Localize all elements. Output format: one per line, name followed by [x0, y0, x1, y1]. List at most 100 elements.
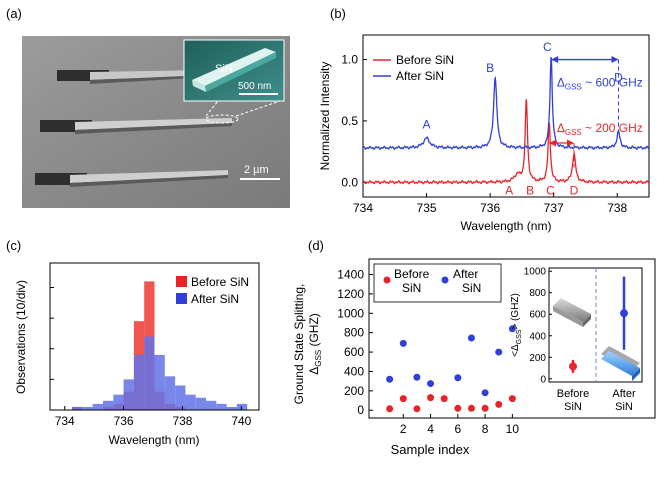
point-after-sin — [454, 374, 462, 382]
nanobeam-after-icon — [601, 346, 640, 381]
panel-label-d: (d) — [308, 238, 324, 253]
inset-category-after: After SiN — [612, 388, 636, 413]
point-before-sin — [508, 395, 516, 403]
legend-label-before-sin: Before SiN — [396, 53, 454, 67]
chart-c: 734 736 738 740 Observations (10/div) Wavel… — [14, 262, 260, 447]
chart-b-frame — [362, 34, 650, 198]
point-after-sin — [508, 325, 516, 333]
chart-c-xlabel: Wavelength (nm) — [109, 433, 200, 447]
delta-before-arrowhead — [567, 139, 575, 147]
peak-label: A — [423, 117, 431, 131]
point-after-sin — [413, 373, 421, 381]
legend-marker-before-sin — [383, 276, 391, 284]
chart-b-legend: Before SiN After SiN — [373, 53, 454, 83]
peak-label: B — [486, 61, 494, 75]
chart-c-xtick-label: 738 — [172, 414, 192, 428]
chart-b: 734 735 736 737 738 0.0 0.5 1.0 Normalized Inte… — [318, 34, 650, 233]
point-before-sin — [413, 405, 421, 413]
nanobeam-3 — [35, 170, 228, 187]
chart-d-ytick-label: 0 — [357, 403, 364, 417]
point-before-sin — [495, 400, 503, 408]
chart-d: 2 4 6 8 10 0 200 400 600 800 1000 1200 1400 Ground S… — [292, 258, 656, 457]
peak-label: A — [505, 184, 513, 198]
main-scale-label: 2 µm — [244, 164, 269, 176]
chart-d-ytick-label: 400 — [344, 364, 364, 378]
chart-d-ytick-label: 600 — [344, 345, 364, 359]
legend-label-after-sin: After SiN — [396, 69, 444, 83]
nanobeam-1 — [57, 70, 210, 84]
point-after-sin — [495, 348, 503, 356]
chart-c-xtick-label: 736 — [114, 414, 134, 428]
chart-b-ylabel: Normalized Intensity — [318, 62, 332, 171]
inset-material-label: SiN — [215, 63, 233, 75]
peak-label: C — [543, 40, 552, 54]
series-line-before-sin — [362, 99, 650, 185]
point-before-sin — [399, 395, 407, 403]
chart-d-inset: 0 200 400 600 800 1000 <ΔGSS> (GHZ) Before SiN… — [510, 267, 643, 413]
bar-after-sin — [226, 406, 237, 410]
delta-after-label: ΔGSS ~ 600 GHz — [557, 76, 643, 92]
chart-d-xtick-label: 6 — [454, 422, 461, 436]
chart-d-ytick-label: 200 — [344, 384, 364, 398]
bar-after-sin — [195, 397, 207, 410]
chart-c-xtick-label: 734 — [55, 414, 75, 428]
point-after-sin — [427, 380, 435, 388]
inset-mean-after-sin — [620, 309, 628, 318]
peak-label: D — [614, 71, 623, 85]
inset-ylabel: <ΔGSS> (GHZ) — [510, 293, 523, 357]
inset-ytick-label: 0 — [540, 374, 546, 385]
chart-d-xlabel: Sample index — [391, 442, 470, 457]
chart-b-ytick-label: 1.0 — [341, 53, 358, 67]
chart-b-ytick-label: 0.0 — [341, 175, 358, 189]
chart-b-xtick-label: 738 — [607, 201, 627, 215]
chart-d-xtick-label: 10 — [506, 422, 520, 436]
bar-after-sin — [154, 354, 165, 410]
chart-d-xtick-label: 8 — [482, 422, 489, 436]
panel-label-b: (b) — [330, 6, 346, 21]
legend-label-before-sin: Before SiN — [191, 275, 249, 289]
bar-after-sin — [175, 385, 186, 410]
bar-after-sin — [206, 400, 217, 410]
inset-ytick-label: 800 — [529, 288, 546, 299]
point-before-sin — [427, 394, 435, 402]
chart-c-legend: Before SiN After SiN — [176, 275, 249, 306]
point-before-sin — [386, 405, 394, 413]
chart-b-xtick-label: 737 — [544, 201, 564, 215]
inset-ytick-label: 400 — [529, 331, 546, 342]
bar-after-sin — [133, 354, 145, 410]
sem-inset: SiN 500 nm — [183, 39, 285, 102]
bar-after-sin — [185, 394, 196, 410]
zoom-line — [235, 100, 281, 117]
inset-ytick-label: 200 — [529, 353, 546, 364]
point-after-sin — [467, 334, 475, 342]
legend-label-after-sin: After SiN — [453, 267, 481, 295]
bar-after-sin — [216, 403, 227, 410]
nanobeam-2 — [40, 118, 232, 134]
inset-ytick-label: 1000 — [524, 267, 547, 278]
legend-label-before-sin: Before SiN — [394, 267, 430, 295]
bar-after-sin — [102, 400, 114, 410]
chart-b-xtick-label: 736 — [480, 201, 500, 215]
series-line-after-sin — [362, 57, 650, 151]
bar-after-sin — [82, 406, 93, 410]
chart-d-ytick-label: 1400 — [337, 268, 364, 282]
inset-scale-label: 500 nm — [238, 81, 271, 92]
peak-label: B — [526, 184, 534, 198]
chart-c-ylabel: Observations (10/div) — [14, 280, 28, 394]
chart-b-xtick-label: 735 — [417, 201, 437, 215]
legend-marker-after-sin — [441, 276, 449, 284]
chart-d-ytick-label: 800 — [344, 326, 364, 340]
chart-d-xtick-label: 4 — [427, 422, 434, 436]
point-after-sin — [386, 375, 394, 383]
delta-after-arrowhead — [611, 56, 619, 64]
panel-label-c: (c) — [6, 238, 21, 253]
chart-d-ytick-label: 1200 — [337, 287, 364, 301]
delta-after-arrowhead — [551, 56, 559, 64]
delta-before-label: ΔGSS ~ 200 GHz — [557, 121, 643, 137]
point-before-sin — [454, 404, 462, 412]
inset-category-before: Before SiN — [557, 388, 589, 413]
chart-b-xtick-label: 734 — [353, 201, 373, 215]
inset-ytick-label: 600 — [529, 310, 546, 321]
bar-after-sin — [92, 403, 103, 410]
